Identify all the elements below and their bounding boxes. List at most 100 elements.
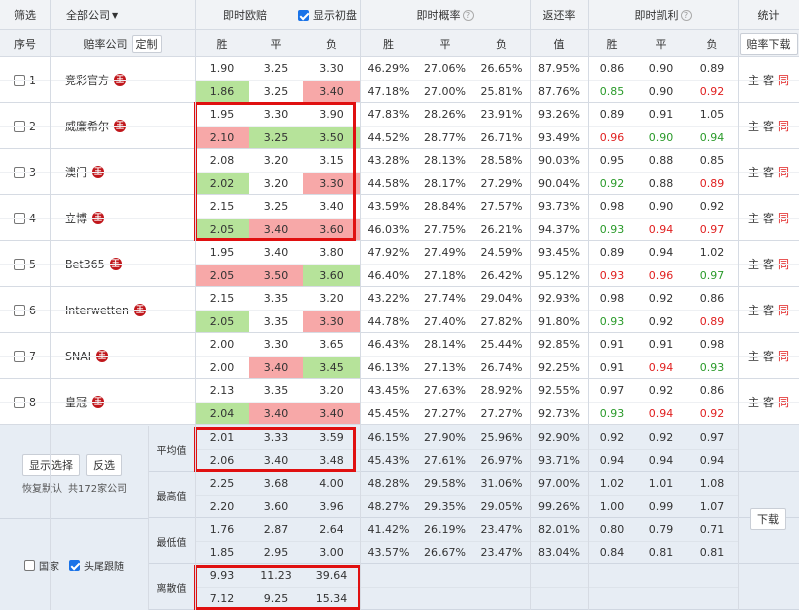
initial-kelly-cell: 0.90 — [648, 200, 674, 213]
row-divider — [0, 148, 799, 149]
current-kelly-cell: 0.94 — [648, 223, 674, 236]
current-prob-cell: 26.71% — [480, 131, 523, 144]
current-odds-cell: 3.45 — [303, 356, 360, 379]
initial-odds-cell: 3.35 — [263, 384, 289, 397]
initial-odds-cell: 3.30 — [263, 108, 289, 121]
current-kelly-cell: 0.89 — [699, 315, 725, 328]
country-checkbox[interactable] — [24, 559, 35, 571]
initial-kelly-cell: 0.95 — [599, 154, 625, 167]
current-prob-cell: 44.58% — [367, 177, 410, 190]
current-prob-cell: 45.43% — [367, 454, 410, 467]
restore-default-link[interactable]: 恢复默认 — [22, 483, 62, 495]
initial-return-cell: 92.90% — [538, 431, 580, 444]
initial-kelly-cell: 0.71 — [699, 523, 725, 536]
current-prob-cell: 27.27% — [424, 407, 466, 420]
row-divider — [148, 471, 799, 472]
initial-return-cell: 92.85% — [538, 338, 580, 351]
initial-prob-cell: 28.92% — [480, 384, 523, 397]
initial-kelly-cell: 0.80 — [599, 523, 625, 536]
current-odds-cell: 3.96 — [319, 500, 344, 513]
initial-return-cell: 90.03% — [538, 154, 580, 167]
current-kelly-cell: 0.94 — [648, 454, 674, 467]
summary-row-label: 最低值 — [156, 537, 187, 549]
initial-kelly-cell: 0.91 — [648, 338, 674, 351]
initial-prob-cell: 46.29% — [367, 62, 410, 75]
current-return-cell: 90.04% — [538, 177, 580, 190]
initial-odds-cell: 3.68 — [263, 477, 289, 490]
initial-kelly-cell: 1.02 — [699, 246, 725, 259]
odds-draw-header: 平 — [270, 37, 282, 51]
current-odds-cell: 2.05 — [195, 264, 249, 287]
current-odds-cell: 3.40 — [303, 402, 360, 425]
current-prob-cell: 29.35% — [424, 500, 466, 513]
current-odds-cell: 3.35 — [263, 315, 289, 328]
summary-download-button[interactable]: 下载 — [750, 508, 786, 530]
row-divider — [0, 102, 799, 103]
initial-odds-cell: 3.25 — [263, 200, 289, 213]
current-odds-cell: 15.34 — [315, 592, 348, 605]
initial-odds-cell: 3.25 — [263, 62, 289, 75]
initial-return-cell — [530, 564, 588, 587]
current-return-cell — [530, 587, 588, 610]
chevron-down-icon: ▼ — [112, 10, 119, 20]
current-prob-cell: 27.27% — [480, 407, 523, 420]
current-kelly-cell: 0.91 — [599, 361, 625, 374]
current-prob-cell: 45.45% — [367, 407, 410, 420]
initial-odds-cell: 3.20 — [319, 292, 344, 305]
current-kelly-cell — [588, 587, 636, 610]
return-value-header: 值 — [553, 37, 565, 51]
company-select[interactable]: 全部公司 ▼ — [50, 0, 195, 30]
initial-kelly-cell: 0.89 — [699, 62, 725, 75]
custom-button[interactable]: 定制 — [131, 34, 162, 53]
initial-kelly-cell: 0.86 — [699, 292, 725, 305]
initial-odds-cell: 11.23 — [260, 569, 292, 582]
current-odds-cell: 2.00 — [209, 361, 235, 374]
initial-odds-cell: 4.00 — [319, 477, 344, 490]
row-divider — [0, 240, 799, 241]
show-initial-checkbox[interactable] — [298, 9, 309, 21]
column-divider — [148, 426, 149, 610]
current-odds-cell: 3.60 — [263, 500, 289, 513]
current-prob-cell: 27.75% — [424, 223, 466, 236]
current-kelly-cell: 0.90 — [648, 131, 674, 144]
current-prob-cell: 28.77% — [424, 131, 466, 144]
initial-kelly-cell: 0.97 — [599, 384, 625, 397]
download-odds-button[interactable]: 赔率下载 — [739, 32, 798, 55]
help-icon[interactable]: ? — [462, 9, 474, 21]
current-kelly-cell: 1.07 — [699, 500, 725, 513]
initial-kelly-cell: 0.86 — [599, 62, 625, 75]
table-row: 1竞彩官方王1.901.8646.29%47.18%0.860.853.253.… — [0, 57, 799, 103]
summary-download-wrap: 下载 — [750, 508, 786, 530]
invert-button[interactable]: 反选 — [86, 454, 122, 476]
initial-kelly-cell: 1.05 — [699, 108, 725, 121]
initial-odds-cell: 1.90 — [209, 62, 235, 75]
row-divider — [195, 495, 738, 496]
initial-prob-cell: 26.65% — [480, 62, 523, 75]
current-kelly-cell: 0.93 — [699, 361, 725, 374]
initial-prob-cell: 29.04% — [480, 292, 523, 305]
current-odds-cell: 3.40 — [303, 80, 360, 103]
head-tail-checkbox[interactable] — [69, 559, 80, 571]
show-initial-toggle[interactable]: 显示初盘 — [295, 0, 360, 30]
initial-kelly-cell: 0.94 — [648, 246, 674, 259]
current-prob-cell: 29.05% — [480, 500, 523, 513]
current-kelly-cell: 0.96 — [599, 131, 625, 144]
initial-kelly-cell: 1.02 — [599, 477, 625, 490]
current-prob-cell: 28.17% — [424, 177, 466, 190]
help-icon[interactable]: ? — [680, 9, 692, 21]
initial-return-cell: 93.73% — [538, 200, 580, 213]
initial-return-cell: 92.93% — [538, 292, 580, 305]
initial-prob-cell: 43.22% — [367, 292, 410, 305]
initial-odds-cell: 2.00 — [209, 338, 235, 351]
current-odds-cell: 1.85 — [209, 546, 235, 559]
current-kelly-cell: 1.00 — [599, 500, 625, 513]
current-kelly-cell: 0.93 — [599, 223, 625, 236]
initial-return-cell: 92.55% — [538, 384, 580, 397]
current-prob-cell — [360, 587, 417, 610]
current-prob-cell: 26.67% — [424, 546, 466, 559]
current-odds-cell: 2.95 — [263, 546, 289, 559]
show-selected-button[interactable]: 显示选择 — [22, 454, 80, 476]
header-row: 筛选 全部公司 ▼ 即时欧赔 显示初盘 即时概率? 返还率 即时凯利? 统计 — [0, 0, 799, 30]
current-odds-cell: 3.60 — [303, 264, 360, 287]
row-divider — [148, 517, 799, 518]
